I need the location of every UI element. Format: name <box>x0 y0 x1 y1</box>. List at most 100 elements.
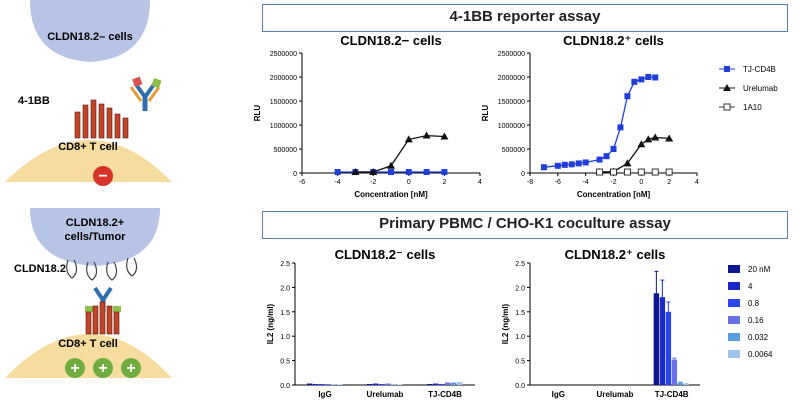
data-point <box>405 169 412 176</box>
plus-sign: + <box>98 360 107 377</box>
top-cells-label: CLDN18.2– cells <box>47 31 133 43</box>
series-tj-cd4b <box>540 74 659 171</box>
bar <box>427 384 433 385</box>
y-tick-label: 2.5 <box>515 261 525 268</box>
legend-label: 20 nM <box>748 265 771 274</box>
y-axis-label: IL2 (ng/ml) <box>266 303 275 344</box>
data-point <box>369 168 378 176</box>
chart-title: CLDN18.2⁻ cells <box>335 247 436 262</box>
data-point <box>665 168 673 176</box>
x-tick-label: 4 <box>478 179 482 186</box>
legend-swatch <box>728 299 740 307</box>
data-point <box>440 132 449 140</box>
bar <box>379 384 385 385</box>
data-point <box>596 168 604 176</box>
cldn-label: CLDN18.2 <box>14 263 66 275</box>
data-point <box>644 135 653 143</box>
x-axis-label: Concentration [nM] <box>577 190 651 199</box>
x-tick-label: -8 <box>527 179 533 186</box>
category-label: Urelumab <box>597 390 634 399</box>
bar <box>385 383 391 385</box>
bar <box>659 297 666 385</box>
data-point <box>723 103 731 111</box>
y-tick-label: 0 <box>521 171 525 178</box>
y-tick-label: 500000 <box>502 147 525 154</box>
plus-icon <box>121 358 141 378</box>
data-point <box>388 169 394 176</box>
bar <box>677 382 684 385</box>
series-line <box>355 134 445 173</box>
data-point <box>404 135 413 143</box>
y-axis-label: RLU <box>253 105 262 122</box>
mechanism-diagram: CLDN18.2– cells 4-1BB CD8+ T cell − CLDN… <box>5 0 172 378</box>
bar <box>451 382 457 385</box>
category-label: TJ-CD4B <box>655 390 689 399</box>
bar <box>319 384 325 385</box>
bar-group <box>653 270 690 385</box>
legend-swatch <box>728 282 740 290</box>
data-point <box>596 156 603 163</box>
data-point <box>617 124 624 131</box>
x-tick-label: 2 <box>442 179 446 186</box>
legend: TJ-CD4B Urelumab 1A10 <box>719 65 778 112</box>
y-tick-label: 2500000 <box>498 51 525 58</box>
x-tick-label: -6 <box>555 179 561 186</box>
chart-title: CLDN18.2− cells <box>340 33 442 48</box>
cldn18-2-loops <box>66 257 138 281</box>
category-label: IgG <box>318 390 331 399</box>
bar <box>433 383 439 385</box>
bar <box>373 383 379 385</box>
legend-label: 0.0064 <box>748 350 773 359</box>
y-tick-label: 2500000 <box>270 51 297 58</box>
data-point <box>334 169 341 176</box>
x-tick-label: -6 <box>299 179 305 186</box>
data-point <box>665 134 674 142</box>
plus-sign: + <box>126 360 135 377</box>
y-tick-label: 0.0 <box>280 383 290 390</box>
y-tick-label: 0 <box>293 171 297 178</box>
tcell-top-shape <box>5 140 172 182</box>
data-point <box>561 161 568 168</box>
data-point <box>631 78 638 85</box>
data-point <box>652 74 659 81</box>
y-tick-label: 0.0 <box>515 383 525 390</box>
x-tick-label: -4 <box>334 179 340 186</box>
data-point <box>582 159 589 166</box>
data-point <box>637 140 646 148</box>
x-axis-label: Concentration [nM] <box>354 190 428 199</box>
tumor-label-line1: CLDN18.2+ <box>66 217 124 229</box>
data-point <box>638 76 645 83</box>
minus-sign: − <box>98 168 107 185</box>
data-point <box>540 164 547 171</box>
data-point <box>351 168 360 176</box>
y-axis-label: RLU <box>481 105 490 122</box>
data-point <box>423 169 430 176</box>
bar <box>445 382 451 385</box>
bar <box>665 311 672 385</box>
y-tick-label: 1.0 <box>280 334 290 341</box>
y-tick-label: 0.5 <box>515 359 525 366</box>
series-tj-cd4b <box>334 169 448 176</box>
data-point <box>651 168 659 176</box>
coculture-assay-title: Primary PBMC / CHO-K1 coculture assay <box>262 211 788 239</box>
data-point <box>610 168 617 176</box>
data-point <box>637 168 645 176</box>
y-tick-label: 1.5 <box>280 310 290 317</box>
x-tick-label: 0 <box>639 179 643 186</box>
antibody-icon <box>129 76 162 111</box>
cldn-negative-cells-shape <box>30 0 150 62</box>
bar <box>367 384 373 385</box>
x-tick-label: -4 <box>583 179 589 186</box>
reporter-assay-title: 4-1BB reporter assay <box>262 4 788 32</box>
receptor-label: 4-1BB <box>18 95 50 107</box>
legend-label: 0.16 <box>748 316 764 325</box>
legend-label: 0.032 <box>748 333 769 342</box>
tumor-cells-shape <box>30 208 160 266</box>
data-point <box>554 162 561 169</box>
legend-label: TJ-CD4B <box>743 65 776 74</box>
x-tick-label: 2 <box>667 179 671 186</box>
clustered-4-1bb-icon <box>85 301 120 335</box>
data-point <box>603 153 610 160</box>
legend-swatch <box>728 265 740 273</box>
